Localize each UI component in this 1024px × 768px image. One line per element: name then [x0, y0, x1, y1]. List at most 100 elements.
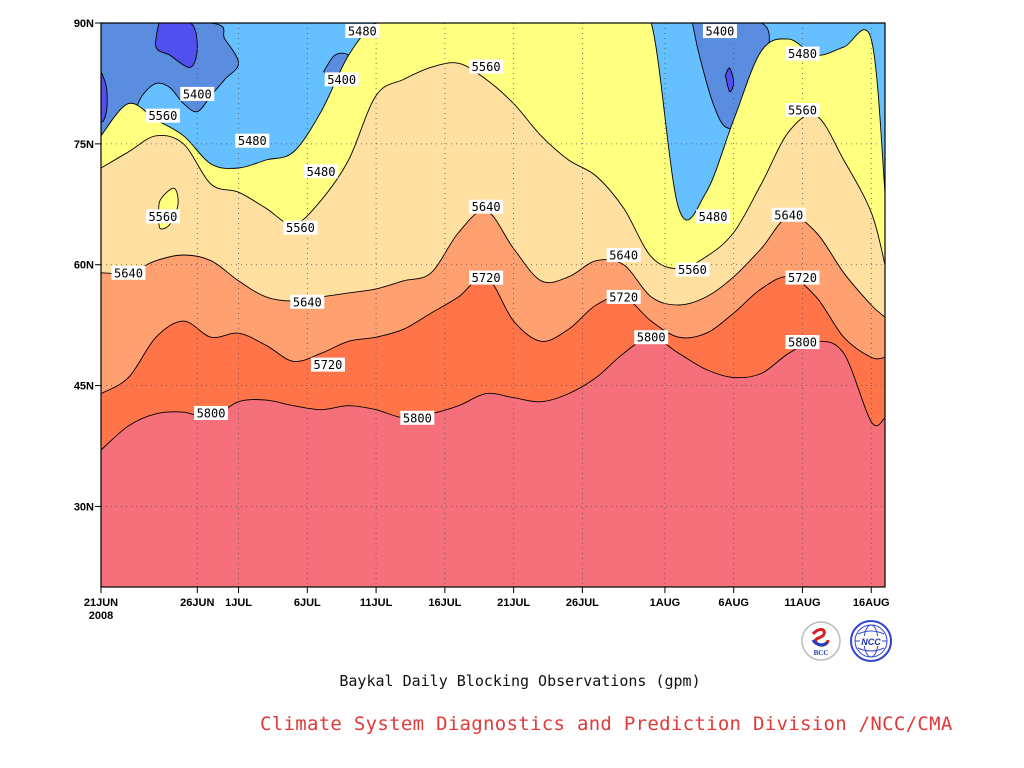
contour-label: 5720 — [310, 357, 345, 372]
contour-line-5800 — [101, 336, 885, 451]
contour-label: 5480 — [304, 164, 339, 179]
contour-label-text: 5720 — [313, 358, 342, 372]
contour-label-text: 5800 — [403, 411, 432, 425]
contour-pocket-5320-2 — [155, 23, 198, 68]
contour-pocket-5320-5 — [724, 67, 735, 93]
contour-line-5640 — [101, 209, 885, 318]
contour-label-bg — [469, 199, 504, 214]
x-tick-label: 1JUL — [225, 597, 252, 609]
contour-label-bg — [290, 294, 325, 309]
contour-label-bg — [345, 24, 380, 39]
contour-label: 5640 — [469, 199, 504, 214]
contour-label-text: 5640 — [293, 295, 322, 309]
y-axis: 30N 45N 60N 75N 90N — [74, 18, 101, 513]
contour-label: 5720 — [469, 270, 504, 285]
contour-label-text: 5640 — [774, 208, 803, 222]
agency-logos: BCC NCC — [800, 620, 896, 664]
svg-text:NCC: NCC — [861, 637, 881, 647]
contour-label-bg — [675, 262, 710, 277]
contour-label: 5800 — [400, 410, 435, 425]
contour-label-bg — [702, 24, 737, 39]
contour-label-text: 5800 — [197, 406, 226, 420]
contour-label-text: 5800 — [637, 331, 666, 345]
contour-label-bg — [145, 209, 180, 224]
contour-label-text: 5480 — [348, 25, 377, 39]
contour-label-text: 5720 — [609, 290, 638, 304]
contour-label: 5640 — [111, 265, 146, 280]
contour-label-bg — [606, 248, 641, 263]
contour-label-bg — [771, 207, 806, 222]
contour-label-bg — [194, 405, 229, 420]
contour-label-text: 5480 — [238, 134, 267, 148]
contour-label: 5480 — [235, 133, 270, 148]
contour-label-bg — [324, 72, 359, 87]
contour-label-text: 5400 — [183, 87, 212, 101]
y-tick-label: 75N — [74, 139, 94, 151]
y-tick-label: 60N — [74, 260, 94, 272]
y-tick-label: 90N — [74, 18, 94, 30]
contour-label: 5400 — [180, 86, 215, 101]
contour-label-bg — [469, 59, 504, 74]
contour-label: 5640 — [290, 294, 325, 309]
contour-label-bg — [283, 220, 318, 235]
contour-label: 5560 — [469, 59, 504, 74]
contour-label-text: 5720 — [788, 271, 817, 285]
contour-label-bg — [469, 270, 504, 285]
contour-label: 5480 — [696, 209, 731, 224]
contour-label: 5800 — [194, 405, 229, 420]
x-tick-label: 16JUL — [428, 597, 461, 609]
contour-label-text: 5400 — [705, 25, 734, 39]
contour-label-text: 5400 — [327, 73, 356, 87]
x-tick-label: 21JUL — [497, 597, 530, 609]
contour-label-text: 5480 — [699, 210, 728, 224]
contour-line-5560 — [101, 62, 885, 270]
contour-label-text: 5720 — [472, 271, 501, 285]
contour-label-bg — [696, 209, 731, 224]
x-tick-label: 1AUG — [650, 597, 681, 609]
contour-label: 5720 — [785, 270, 820, 285]
y-tick-label: 30N — [74, 501, 94, 513]
contour-label-text: 5640 — [609, 249, 638, 263]
contour-label-bg — [785, 103, 820, 118]
contour-label: 5720 — [606, 289, 641, 304]
contour-label-text: 5480 — [788, 47, 817, 61]
contour-label-text: 5560 — [472, 60, 501, 74]
contour-label: 5560 — [675, 262, 710, 277]
x-tick-label: 6AUG — [718, 597, 749, 609]
contour-label-bg — [304, 164, 339, 179]
contour-label: 5640 — [606, 248, 641, 263]
contour-label: 5800 — [634, 330, 669, 345]
contour-label-text: 5640 — [114, 266, 143, 280]
x-tick-label: 6JUL — [294, 597, 321, 609]
contour-label-bg — [400, 410, 435, 425]
contour-label: 5400 — [702, 24, 737, 39]
x-tick-label: 11AUG — [784, 597, 820, 609]
contour-label-text: 5480 — [307, 165, 336, 179]
contour-line-5720 — [101, 275, 885, 394]
bcc-logo: BCC — [801, 621, 841, 661]
contour-label: 5640 — [771, 207, 806, 222]
contour-label-text: 5560 — [148, 210, 177, 224]
contour-label-bg — [785, 335, 820, 350]
contour-label-text: 5560 — [678, 263, 707, 277]
x-tick-label: 26JUL — [566, 597, 599, 609]
contour-pocket-5320-1 — [101, 71, 108, 123]
x-tick-label: 11JUL — [360, 597, 393, 609]
y-tick-label: 45N — [74, 381, 94, 393]
band-above-5800 — [101, 337, 885, 587]
x-tick-label: 16AUG — [853, 597, 890, 609]
contour-label: 5400 — [324, 72, 359, 87]
svg-text:BCC: BCC — [814, 649, 829, 657]
contour-label: 5480 — [345, 24, 380, 39]
contour-label-bg — [111, 265, 146, 280]
contour-label: 5560 — [145, 209, 180, 224]
contour-label-text: 5800 — [788, 336, 817, 350]
contour-label-bg — [634, 330, 669, 345]
contour-labels: 5800 5800 5800 5800 5720 5720 5720 5720 5640 5640… — [111, 24, 820, 425]
contour-label: 5560 — [283, 220, 318, 235]
chart-caption: Baykal Daily Blocking Observations (gpm) — [339, 672, 701, 690]
contour-label-bg — [310, 357, 345, 372]
contour-label-bg — [606, 289, 641, 304]
